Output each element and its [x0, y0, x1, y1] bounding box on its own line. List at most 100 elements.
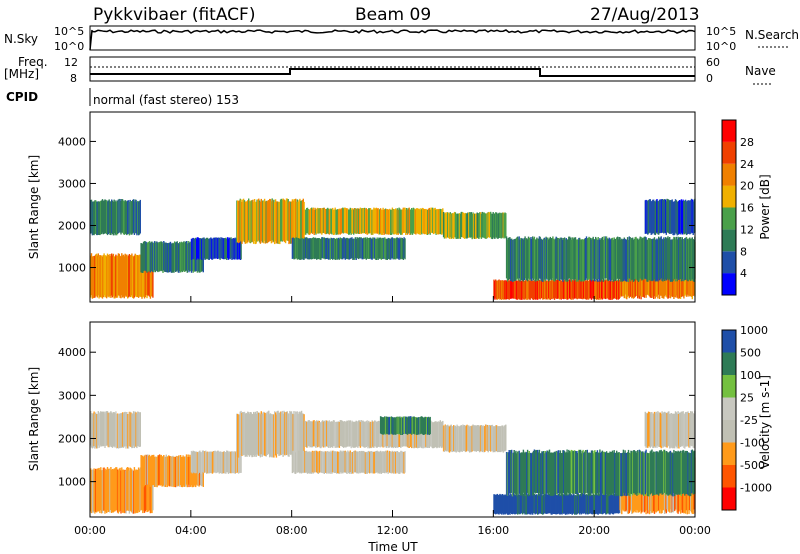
heat-cell	[148, 253, 150, 296]
heat-cell	[550, 452, 552, 496]
heat-cell	[290, 411, 292, 455]
heat-cell	[261, 200, 263, 243]
heat-cell	[479, 426, 481, 453]
heat-cell	[332, 421, 334, 448]
heat-cell	[446, 425, 448, 452]
heat-cell	[506, 280, 509, 299]
heat-cell	[558, 453, 561, 497]
heat-cell	[644, 411, 646, 447]
heat-cell	[176, 241, 178, 271]
heat-cell	[274, 202, 276, 245]
heat-cell	[387, 416, 389, 435]
heat-cell	[232, 238, 234, 260]
heat-cell	[683, 239, 685, 282]
heat-cell	[357, 208, 359, 234]
heat-cell	[478, 425, 480, 452]
heat-cell	[684, 412, 687, 447]
heat-cell	[257, 412, 259, 456]
heat-cell	[612, 239, 615, 282]
heat-cell	[294, 199, 296, 242]
heat-cell	[441, 422, 443, 449]
heat-cell	[188, 456, 190, 488]
heat-cell	[160, 241, 162, 271]
heat-cell	[426, 209, 428, 235]
heat-cell	[557, 450, 559, 494]
heat-cell	[367, 422, 369, 449]
heat-cell	[320, 238, 322, 260]
heat-cell	[308, 420, 310, 446]
heat-cell	[358, 208, 360, 234]
heat-cell	[445, 425, 447, 452]
heat-cell	[337, 237, 340, 259]
heat-cell	[438, 208, 441, 235]
heat-cell	[311, 238, 313, 260]
heat-cell	[299, 451, 301, 474]
heat-cell	[337, 451, 340, 474]
heat-cell	[572, 237, 574, 280]
heat-cell	[95, 414, 98, 449]
heat-cell	[344, 450, 346, 473]
heat-cell	[171, 243, 173, 273]
heat-cell	[496, 213, 499, 239]
heat-cell	[250, 412, 252, 456]
heat-cell	[662, 239, 664, 282]
heat-cell	[221, 452, 224, 474]
heat-cell	[614, 279, 616, 299]
heat-cell	[546, 450, 548, 494]
heat-cell	[542, 280, 544, 300]
heat-cell	[142, 254, 145, 297]
heat-cell	[469, 212, 471, 238]
heat-cell	[101, 411, 104, 447]
heat-cell	[120, 413, 122, 448]
heat-cell	[626, 452, 628, 496]
heat-cell	[320, 451, 322, 473]
heat-cell	[223, 238, 225, 260]
heat-cell	[427, 416, 430, 435]
heat-cell	[169, 241, 172, 272]
heat-cell	[373, 422, 375, 448]
heat-cell	[548, 493, 550, 514]
heat-cell	[558, 279, 560, 299]
heat-cell	[360, 450, 362, 473]
heat-cell	[539, 280, 541, 300]
heat-cell	[568, 449, 570, 493]
heat-cell	[571, 279, 573, 299]
heat-cell	[547, 280, 549, 300]
heat-cell	[558, 238, 561, 281]
heat-cell	[257, 199, 259, 242]
heat-cell	[311, 207, 313, 233]
heat-cell	[613, 494, 615, 514]
heat-cell	[402, 451, 404, 474]
heat-cell	[542, 239, 544, 282]
heat-cell	[158, 242, 161, 272]
heat-cell	[504, 425, 506, 452]
heat-cell	[266, 201, 268, 244]
heat-cell	[670, 452, 672, 496]
heat-cell	[690, 200, 692, 234]
heat-cell	[677, 201, 679, 235]
heat-cell	[155, 241, 157, 271]
heat-cell	[189, 241, 191, 271]
heat-cell	[263, 411, 265, 455]
heat-cell	[408, 416, 410, 434]
heat-cell	[289, 201, 291, 244]
heat-cell	[193, 238, 195, 260]
heat-cell	[370, 451, 373, 473]
heat-cell	[554, 238, 557, 281]
heat-cell	[688, 413, 690, 448]
heat-cell	[448, 426, 451, 453]
heat-cell	[121, 467, 123, 511]
heat-cell	[666, 198, 668, 233]
heat-cell	[122, 200, 125, 235]
heat-cell	[342, 238, 344, 260]
heat-cell	[338, 238, 341, 260]
heat-cell	[411, 209, 414, 235]
heat-cell	[500, 281, 503, 300]
heat-cell	[659, 450, 662, 494]
colorbar-swatch	[722, 397, 736, 420]
heat-cell	[108, 468, 110, 512]
heat-cell	[520, 280, 522, 300]
heat-cell	[458, 213, 460, 239]
heat-cell	[142, 243, 144, 273]
